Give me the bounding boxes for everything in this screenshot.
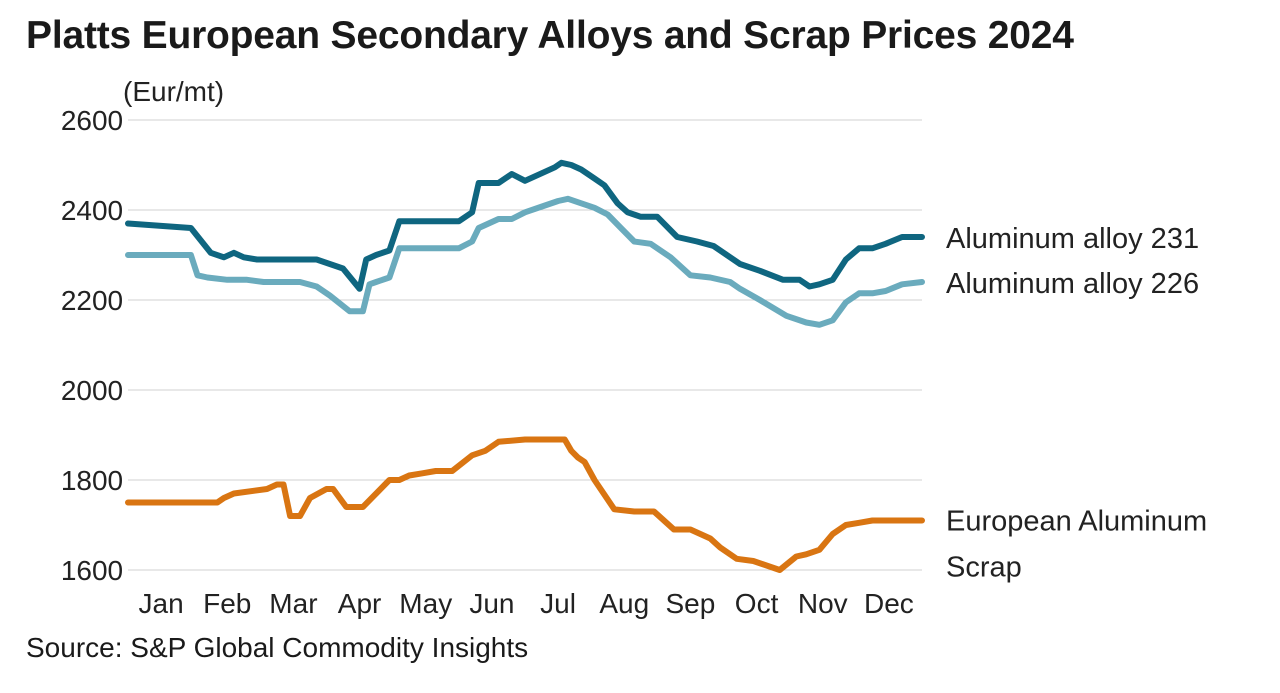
series-label-aluminum-alloy-231: Aluminum alloy 231 [946, 223, 1199, 255]
x-tick-label-jan: Jan [139, 588, 184, 619]
x-tick-label-aug: Aug [599, 588, 649, 619]
x-tick-label-apr: Apr [338, 588, 382, 619]
series-line-aluminum-alloy-231 [125, 159, 925, 292]
y-tick-label: 2400 [61, 195, 123, 226]
x-tick-label-sep: Sep [666, 588, 716, 619]
y-tick-label: 2200 [61, 285, 123, 316]
gridlines [128, 119, 922, 571]
chart-title: Platts European Secondary Alloys and Scr… [26, 14, 1074, 57]
series-lines [125, 159, 925, 573]
y-axis-unit-label: (Eur/mt) [123, 76, 224, 107]
series-labels: Aluminum alloy 231 Aluminum alloy 226 Euro… [946, 223, 1207, 584]
x-tick-label-mar: Mar [269, 588, 317, 619]
x-tick-label-dec: Dec [864, 588, 914, 619]
x-tick-label-may: May [399, 588, 452, 619]
y-tick-label: 1600 [61, 555, 123, 586]
y-axis-tick-labels: 1600 1800 2000 2200 2400 2600 [61, 105, 123, 586]
series-line-aluminum-alloy-226 [125, 195, 925, 328]
series-line-european-aluminum-scrap [125, 436, 925, 573]
x-axis-tick-labels: Jan Feb Mar Apr May Jun Jul Aug Sep Oct Nov Dec [139, 588, 914, 619]
x-tick-label-oct: Oct [735, 588, 779, 619]
x-tick-label-jun: Jun [469, 588, 514, 619]
x-tick-label-nov: Nov [798, 588, 848, 619]
y-tick-label: 1800 [61, 465, 123, 496]
x-tick-label-feb: Feb [203, 588, 251, 619]
y-tick-label: 2000 [61, 375, 123, 406]
y-tick-label: 2600 [61, 105, 123, 136]
series-label-aluminum-alloy-226: Aluminum alloy 226 [946, 268, 1199, 300]
source-note: Source: S&P Global Commodity Insights [26, 632, 529, 663]
x-tick-label-jul: Jul [540, 588, 576, 619]
series-label-european-aluminum-scrap: European Aluminum Scrap [946, 506, 1207, 584]
